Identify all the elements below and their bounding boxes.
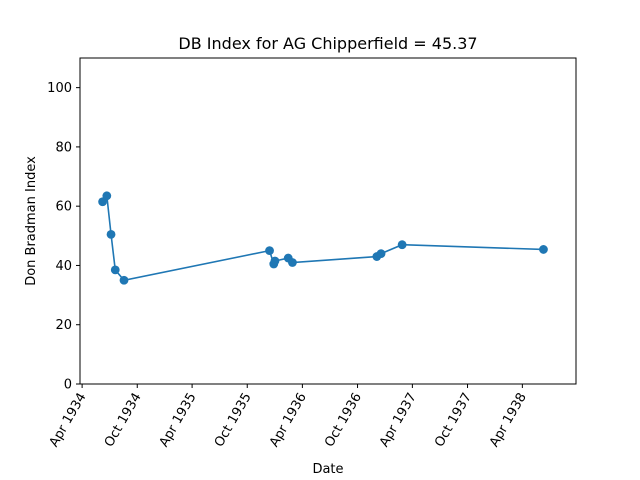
y-tick-label: 80 (55, 140, 72, 155)
data-point (376, 249, 386, 258)
data-point (265, 246, 274, 256)
x-axis-label: Date (312, 462, 343, 477)
data-point (539, 245, 548, 254)
y-tick-label: 100 (47, 81, 72, 96)
data-point (110, 265, 120, 275)
data-point (270, 256, 280, 266)
data-point (102, 191, 112, 201)
data-point (106, 229, 116, 239)
chart-title: DB Index for AG Chipperfield = 45.37 (178, 34, 477, 53)
data-point (397, 240, 407, 250)
plot-frame (79, 57, 577, 385)
y-tick-label: 40 (55, 259, 72, 274)
plot-area (98, 191, 548, 285)
data-point (119, 275, 129, 285)
data-point (288, 258, 297, 267)
y-tick-label: 60 (55, 200, 72, 215)
y-axis-label: Don Bradman Index (24, 156, 39, 286)
y-tick-label: 0 (64, 378, 72, 393)
y-tick-label: 20 (55, 318, 72, 333)
y-axis-ticks: 0 20 40 60 80 100 (47, 81, 80, 393)
